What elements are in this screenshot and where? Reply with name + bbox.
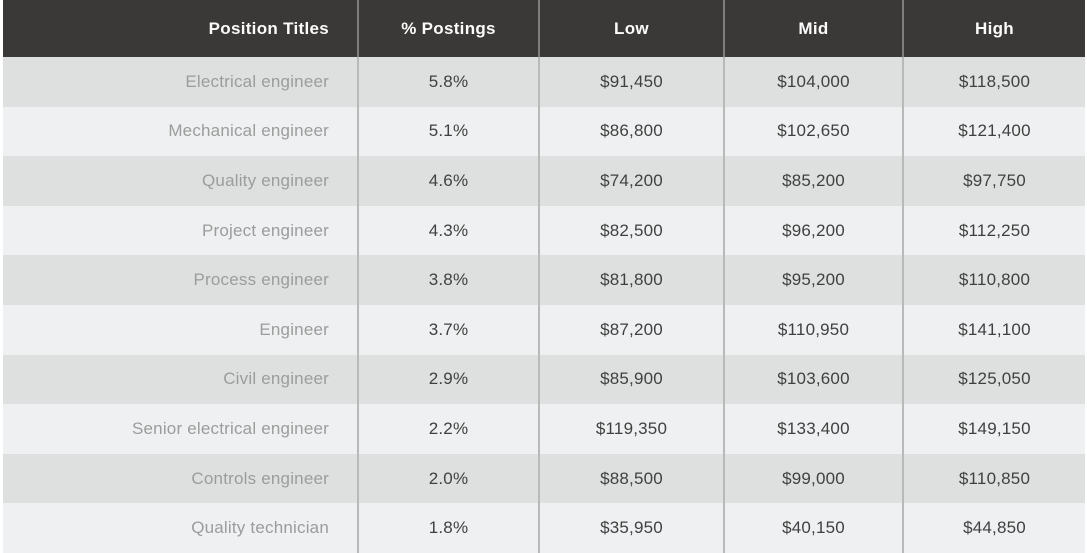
- position-title-cell: Quality technician: [191, 518, 329, 538]
- table-row: Controls engineer 2.0% $88,500 $99,000 $110,…: [3, 453, 1085, 504]
- high-salary-cell: $121,400: [902, 106, 1085, 157]
- mid-salary-cell: $99,000: [723, 453, 903, 504]
- postings-cell: 2.2%: [357, 404, 539, 454]
- low-salary-cell: $86,800: [538, 106, 724, 157]
- mid-salary-cell: $110,950: [723, 304, 903, 355]
- table-row: Quality engineer 4.6% $74,200 $85,200 $97,75…: [3, 156, 1085, 206]
- table-row: Civil engineer 2.9% $85,900 $103,600 $125,05…: [3, 354, 1085, 405]
- header-row: Position Titles % Postings Low Mid High: [3, 0, 1085, 57]
- table-row: Mechanical engineer 5.1% $86,800 $102,650 $1…: [3, 106, 1085, 157]
- high-salary-cell: $125,050: [902, 354, 1085, 405]
- position-title-cell: Civil engineer: [223, 369, 329, 389]
- table-row: Process engineer 3.8% $81,800 $95,200 $110,8…: [3, 255, 1085, 305]
- mid-salary-cell: $96,200: [723, 205, 903, 256]
- low-salary-cell: $81,800: [538, 255, 724, 305]
- postings-cell: 3.8%: [357, 255, 539, 305]
- low-salary-cell: $91,450: [538, 57, 724, 107]
- column-header-percent-postings: % Postings: [357, 0, 539, 57]
- high-salary-cell: $110,800: [902, 255, 1085, 305]
- low-salary-cell: $85,900: [538, 354, 724, 405]
- column-header-mid: Mid: [723, 0, 903, 57]
- mid-salary-cell: $104,000: [723, 57, 903, 107]
- postings-cell: 4.3%: [357, 205, 539, 256]
- high-salary-cell: $112,250: [902, 205, 1085, 256]
- postings-cell: 2.9%: [357, 354, 539, 405]
- table-header: Position Titles % Postings Low Mid High: [3, 0, 1085, 57]
- mid-salary-cell: $103,600: [723, 354, 903, 405]
- position-title-cell: Quality engineer: [202, 170, 329, 190]
- postings-cell: 1.8%: [357, 503, 539, 553]
- postings-cell: 5.8%: [357, 57, 539, 107]
- high-salary-cell: $118,500: [902, 57, 1085, 107]
- position-title-cell: Engineer: [259, 319, 329, 339]
- position-title-cell: Process engineer: [193, 270, 329, 290]
- low-salary-cell: $82,500: [538, 205, 724, 256]
- low-salary-cell: $35,950: [538, 503, 724, 553]
- position-title-cell: Senior electrical engineer: [131, 418, 329, 438]
- position-title-cell: Controls engineer: [191, 468, 329, 488]
- postings-cell: 2.0%: [357, 453, 539, 504]
- high-salary-cell: $44,850: [902, 503, 1085, 553]
- high-salary-cell: $149,150: [902, 404, 1085, 454]
- position-title-cell: Project engineer: [202, 220, 329, 240]
- table-row: Engineer 3.7% $87,200 $110,950 $141,100: [3, 304, 1085, 355]
- salary-table-container: Position Titles % Postings Low Mid High …: [3, 0, 1085, 553]
- table-row: Electrical engineer 5.8% $91,450 $104,000 $1…: [3, 57, 1085, 107]
- mid-salary-cell: $102,650: [723, 106, 903, 157]
- low-salary-cell: $119,350: [538, 404, 724, 454]
- table-row: Project engineer 4.3% $82,500 $96,200 $112,2…: [3, 205, 1085, 256]
- salary-table: Position Titles % Postings Low Mid High …: [3, 0, 1085, 553]
- column-header-high: High: [902, 0, 1085, 57]
- postings-cell: 4.6%: [357, 156, 539, 206]
- mid-salary-cell: $85,200: [723, 156, 903, 206]
- mid-salary-cell: $95,200: [723, 255, 903, 305]
- table-row: Senior electrical engineer 2.2% $119,350 $1…: [3, 404, 1085, 454]
- high-salary-cell: $141,100: [902, 304, 1085, 355]
- postings-cell: 3.7%: [357, 304, 539, 355]
- table-body: Electrical engineer 5.8% $91,450 $104,000 $1…: [3, 57, 1085, 553]
- table-row: Quality technician 1.8% $35,950 $40,150 $44,…: [3, 503, 1085, 553]
- low-salary-cell: $74,200: [538, 156, 724, 206]
- postings-cell: 5.1%: [357, 106, 539, 157]
- high-salary-cell: $110,850: [902, 453, 1085, 504]
- position-title-cell: Electrical engineer: [185, 71, 329, 91]
- column-header-position-titles: Position Titles: [3, 0, 358, 57]
- high-salary-cell: $97,750: [902, 156, 1085, 206]
- mid-salary-cell: $133,400: [723, 404, 903, 454]
- position-title-cell: Mechanical engineer: [168, 121, 329, 141]
- mid-salary-cell: $40,150: [723, 503, 903, 553]
- low-salary-cell: $88,500: [538, 453, 724, 504]
- column-header-low: Low: [538, 0, 724, 57]
- low-salary-cell: $87,200: [538, 304, 724, 355]
